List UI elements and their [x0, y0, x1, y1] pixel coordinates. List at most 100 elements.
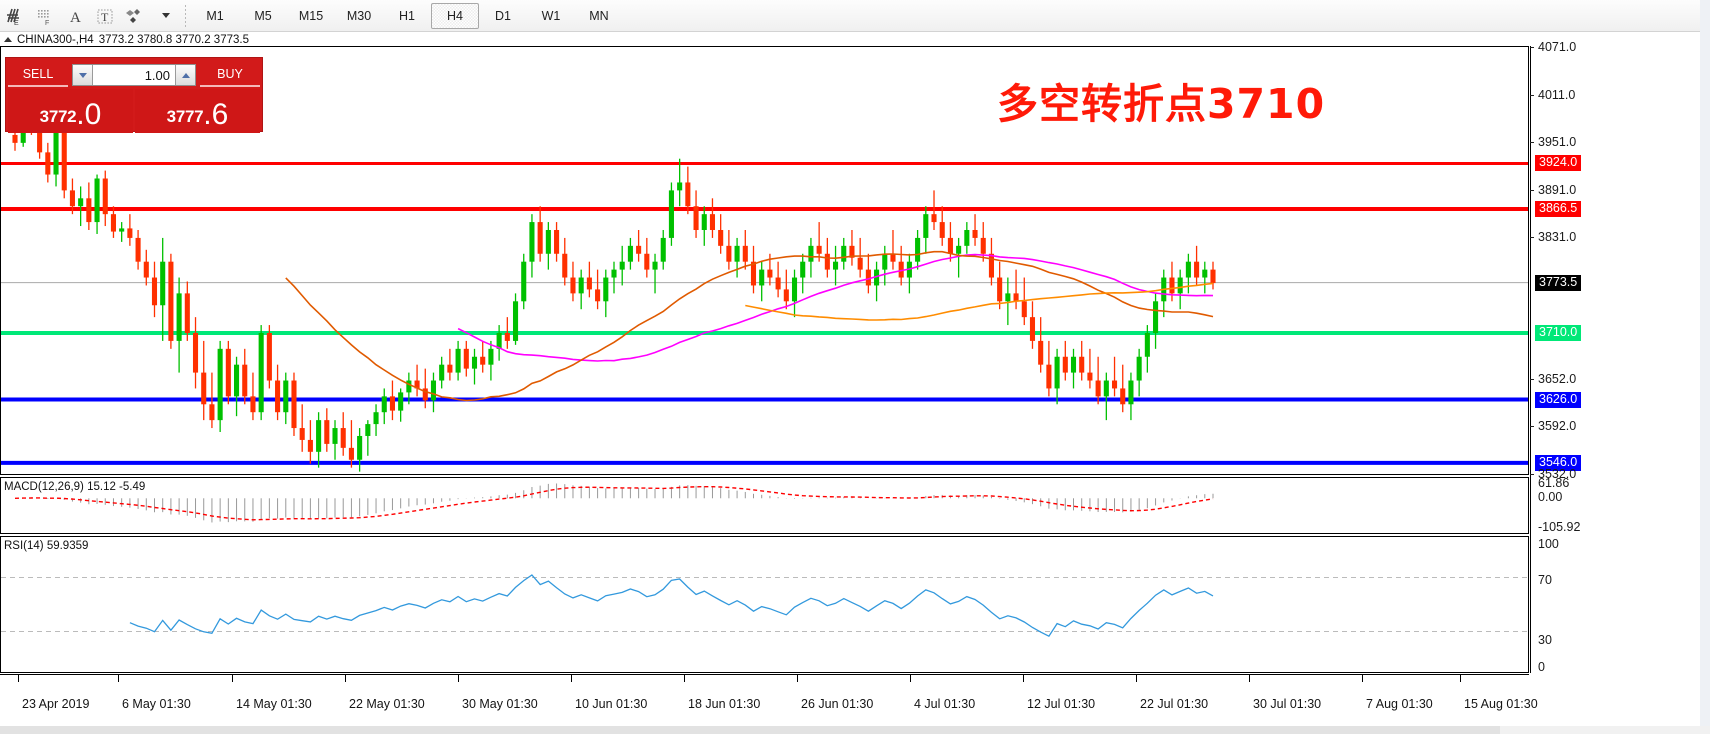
- volume-stepper[interactable]: 1.00: [72, 64, 196, 86]
- price-axis-tick: [1530, 378, 1534, 380]
- candlestick: [1079, 340, 1085, 381]
- pane-divider-handle[interactable]: [1215, 35, 1231, 39]
- macd-chart-svg: [14, 483, 1214, 523]
- objects-icon[interactable]: [120, 2, 150, 30]
- timeframe-h1[interactable]: H1: [399, 8, 415, 23]
- candlestick: [512, 293, 519, 345]
- time-axis-tick: [118, 675, 119, 682]
- candlestick: [595, 269, 601, 310]
- sell-price-whole: 3772: [39, 107, 77, 126]
- candlestick: [1095, 356, 1101, 405]
- time-axis-tick: [18, 675, 19, 682]
- rsi-axis-label: 70: [1538, 573, 1552, 587]
- buy-price[interactable]: 3777.6: [135, 89, 260, 133]
- candlestick: [570, 261, 576, 302]
- scrollbar-thumb[interactable]: [0, 726, 1500, 734]
- candlestick: [562, 237, 568, 286]
- candlestick: [734, 237, 740, 278]
- candlestick: [414, 364, 420, 397]
- collapse-icon[interactable]: [4, 37, 12, 42]
- candlestick: [742, 230, 748, 270]
- rsi-pane[interactable]: [0, 536, 1529, 673]
- candlestick: [693, 190, 699, 238]
- timeframe-m1[interactable]: M1: [206, 8, 224, 23]
- price-axis[interactable]: 4071.0 4011.0 3951.0 3924.0 3891.0 3866.5 3831…: [1530, 40, 1710, 674]
- rsi-line: [129, 574, 1214, 638]
- candlestick: [94, 174, 100, 234]
- price-chart-svg: [1, 103, 1528, 472]
- candlestick: [1054, 348, 1060, 405]
- indicators-icon[interactable]: E: [0, 2, 30, 30]
- candlestick: [1038, 317, 1044, 373]
- time-axis-tick: [1136, 675, 1137, 682]
- buy-button[interactable]: BUY: [200, 63, 260, 87]
- price-axis-badge[interactable]: 3710.0: [1535, 324, 1582, 341]
- candlestick: [184, 281, 190, 341]
- price-axis-tick: [1530, 426, 1534, 428]
- candlestick: [471, 348, 478, 385]
- candlestick: [652, 253, 658, 294]
- candlestick: [86, 182, 92, 230]
- candlestick: [800, 253, 806, 294]
- candlestick: [1120, 364, 1126, 413]
- timeframe-mn[interactable]: MN: [589, 8, 609, 23]
- volume-increment-icon[interactable]: [175, 65, 195, 85]
- time-axis-label: 30 May 01:30: [462, 697, 538, 711]
- timeframe-d1[interactable]: D1: [495, 8, 511, 23]
- candlestick: [143, 249, 149, 286]
- candlestick: [168, 253, 174, 349]
- candlestick: [578, 269, 584, 310]
- toolbar-separator: [185, 4, 186, 27]
- candlestick: [45, 142, 51, 183]
- price-axis-badge[interactable]: 3626.0: [1535, 391, 1582, 408]
- text-icon[interactable]: A: [60, 2, 90, 30]
- timeframe-m15[interactable]: M15: [298, 8, 324, 23]
- objects-dropdown-icon[interactable]: [150, 2, 180, 30]
- candlestick: [874, 261, 880, 302]
- candlestick: [545, 222, 551, 270]
- candlestick: [586, 261, 592, 298]
- price-axis-badge[interactable]: 3546.0: [1535, 454, 1582, 471]
- timeframe-m5[interactable]: M5: [254, 8, 272, 23]
- sell-price[interactable]: 3772.0: [8, 89, 133, 133]
- price-axis-badge[interactable]: 3866.5: [1535, 201, 1582, 217]
- candlestick: [791, 269, 798, 318]
- candlestick: [906, 253, 912, 294]
- macd-pane[interactable]: [0, 477, 1529, 534]
- buy-price-whole: 3777: [166, 107, 204, 126]
- price-axis-badge[interactable]: 3924.0: [1535, 155, 1582, 172]
- candlestick: [677, 158, 683, 207]
- candlestick: [422, 368, 428, 409]
- candlestick: [480, 340, 486, 373]
- price-axis-label: 3891.0: [1538, 182, 1577, 197]
- candlestick: [1062, 340, 1068, 381]
- candlestick: [307, 420, 313, 464]
- candlestick: [1136, 348, 1142, 397]
- candlestick: [266, 325, 272, 389]
- horizontal-scrollbar[interactable]: [0, 726, 1710, 734]
- time-axis-tick: [458, 675, 459, 682]
- candlestick: [939, 206, 945, 246]
- price-axis-badge[interactable]: 3773.5: [1535, 274, 1582, 291]
- rsi-axis-label: 100: [1538, 537, 1559, 551]
- candlestick: [890, 230, 896, 270]
- volume-decrement-icon[interactable]: [73, 65, 93, 85]
- time-axis-tick: [1249, 675, 1250, 682]
- candlestick: [1177, 269, 1183, 310]
- timeframe-w1[interactable]: W1: [541, 8, 561, 23]
- volume-value[interactable]: 1.00: [93, 65, 175, 85]
- time-axis: 23 Apr 2019 6 May 01:30 14 May 01:30 22 May…: [0, 674, 1538, 734]
- one-click-trading-panel[interactable]: SELL 1.00 BUY 3772.0 3777.6: [5, 57, 263, 133]
- sell-button[interactable]: SELL: [8, 63, 68, 87]
- text-label-icon[interactable]: T: [90, 2, 120, 30]
- candlestick: [882, 245, 888, 286]
- time-axis-tick: [1362, 675, 1363, 682]
- timeframe-m30[interactable]: M30: [346, 8, 372, 23]
- candlestick: [1005, 277, 1011, 326]
- candlestick: [275, 364, 281, 421]
- price-axis-tick: [1530, 474, 1534, 475]
- timeframe-h4[interactable]: H4: [431, 2, 479, 29]
- price-axis-label: 4071.0: [1538, 40, 1577, 54]
- templates-icon[interactable]: F: [30, 2, 60, 30]
